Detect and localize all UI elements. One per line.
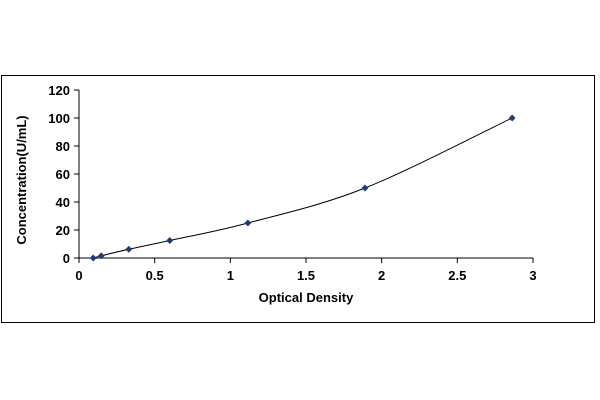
y-tick-label: 40 [56, 195, 70, 210]
y-tick-label: 20 [56, 223, 70, 238]
x-tick-label: 2.5 [448, 268, 466, 283]
data-point-diamond [97, 252, 105, 260]
data-point-diamond [89, 254, 97, 262]
y-tick-label: 80 [56, 139, 70, 154]
data-point-diamond [125, 245, 133, 253]
data-point-diamond [508, 114, 516, 122]
trendline [93, 117, 513, 259]
data-point-diamond [166, 236, 174, 245]
y-tick-label: 60 [56, 167, 70, 182]
y-tick-label: 0 [63, 251, 70, 266]
x-axis-ticks: 0 0.5 1 1.5 2 2.5 3 [75, 258, 537, 283]
y-axis-title: Concentration(U/mL) [14, 115, 29, 244]
y-tick-label: 100 [48, 111, 70, 126]
x-tick-label: 0 [75, 268, 82, 283]
axes [78, 90, 533, 259]
chart-frame [1, 75, 595, 323]
x-tick-label: 3 [529, 268, 536, 283]
x-axis-title: Optical Density [259, 290, 354, 305]
data-point-diamond [244, 219, 252, 227]
x-tick-label: 0.5 [146, 268, 164, 283]
x-tick-label: 2 [378, 268, 385, 283]
data-points [89, 114, 516, 262]
y-axis-ticks: 0 20 40 60 80 100 120 [48, 83, 79, 266]
data-point-diamond [361, 184, 369, 192]
x-tick-label: 1 [227, 268, 234, 283]
y-tick-label: 120 [48, 83, 70, 98]
x-tick-label: 1.5 [297, 268, 315, 283]
